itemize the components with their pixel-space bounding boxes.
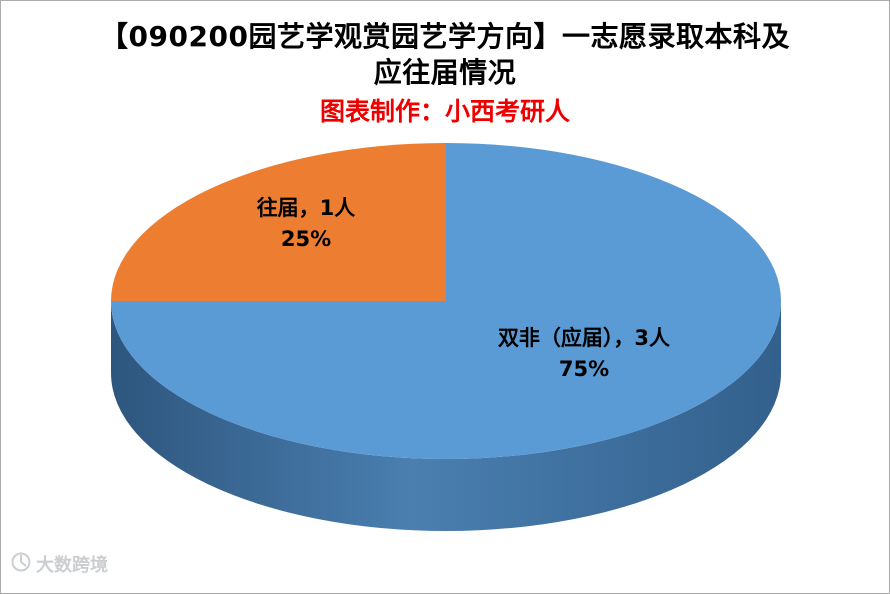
pie-slice-major [111,143,781,459]
slice-label-major-percent: 75% [558,357,610,381]
slice-label-minor: 往届，1人 25% [176,193,436,255]
chart-subtitle: 图表制作：小西考研人 [319,97,570,126]
chart-title: 【090200园艺学观赏园艺学方向】一志愿录取本科及 应往届情况 [1,19,889,91]
watermark-text: 大数跨境 [36,555,108,576]
pie-side-wall [111,301,781,531]
watermark-logo-icon [11,552,31,577]
chart-title-line2: 应往届情况 [373,56,517,89]
slice-label-major: 双非（应届），3人 75% [419,323,749,385]
slice-label-minor-text: 往届，1人 [256,196,356,220]
chart-title-line1: 【090200园艺学观赏园艺学方向】一志愿录取本科及 [100,20,790,53]
watermark: 大数跨境 [11,551,108,577]
slice-label-minor-percent: 25% [280,227,332,251]
slice-label-major-text: 双非（应届），3人 [497,326,671,350]
pie-slice-minor [111,143,446,301]
